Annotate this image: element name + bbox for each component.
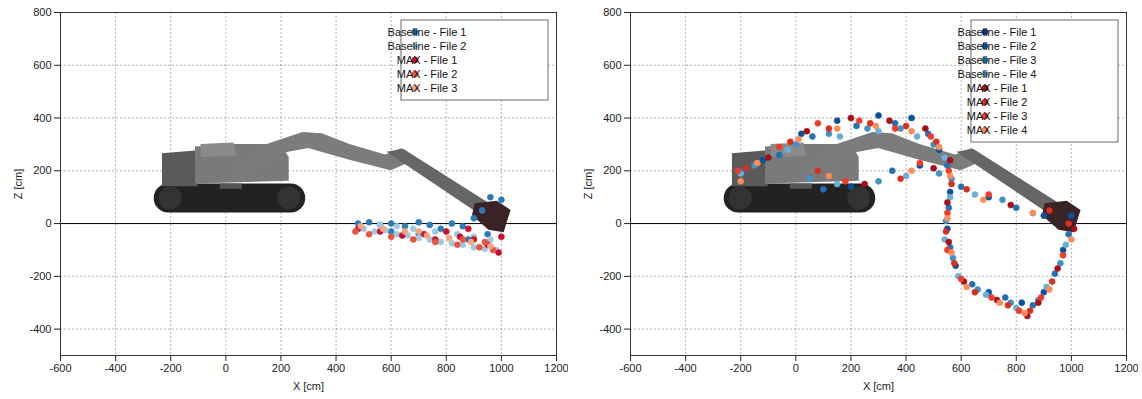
svg-text:-400: -400 xyxy=(29,323,51,335)
svg-text:600: 600 xyxy=(603,59,621,71)
svg-text:Baseline - File 1: Baseline - File 1 xyxy=(388,26,467,38)
svg-text:600: 600 xyxy=(33,59,51,71)
svg-text:0: 0 xyxy=(615,217,621,229)
svg-text:1000: 1000 xyxy=(489,362,513,374)
svg-text:200: 200 xyxy=(272,362,290,374)
svg-text:200: 200 xyxy=(842,362,860,374)
svg-text:-400: -400 xyxy=(675,362,697,374)
svg-text:X [cm]: X [cm] xyxy=(863,380,894,392)
svg-text:MAX - File 1: MAX - File 1 xyxy=(967,82,1028,94)
svg-text:400: 400 xyxy=(327,362,345,374)
svg-text:MAX - File 4: MAX - File 4 xyxy=(967,124,1028,136)
svg-text:Baseline - File 2: Baseline - File 2 xyxy=(958,40,1037,52)
svg-text:600: 600 xyxy=(952,362,970,374)
svg-text:-600: -600 xyxy=(49,362,71,374)
svg-text:0: 0 xyxy=(793,362,799,374)
svg-text:0: 0 xyxy=(223,362,229,374)
svg-text:Z [cm]: Z [cm] xyxy=(582,169,594,200)
svg-text:1000: 1000 xyxy=(1059,362,1083,374)
svg-text:-200: -200 xyxy=(730,362,752,374)
svg-text:800: 800 xyxy=(1007,362,1025,374)
svg-text:600: 600 xyxy=(382,362,400,374)
svg-text:-600: -600 xyxy=(619,362,641,374)
svg-text:Baseline - File 4: Baseline - File 4 xyxy=(958,68,1037,80)
svg-text:Baseline - File 1: Baseline - File 1 xyxy=(958,26,1037,38)
svg-text:800: 800 xyxy=(603,6,621,18)
svg-text:200: 200 xyxy=(603,164,621,176)
svg-text:MAX - File 2: MAX - File 2 xyxy=(397,68,458,80)
svg-text:-400: -400 xyxy=(105,362,127,374)
svg-text:MAX - File 3: MAX - File 3 xyxy=(397,82,458,94)
svg-text:MAX - File 1: MAX - File 1 xyxy=(397,54,458,66)
svg-text:0: 0 xyxy=(45,217,51,229)
svg-text:-200: -200 xyxy=(160,362,182,374)
svg-text:Baseline - File 2: Baseline - File 2 xyxy=(388,40,467,52)
svg-text:MAX - File 3: MAX - File 3 xyxy=(967,110,1028,122)
svg-text:Z [cm]: Z [cm] xyxy=(12,169,24,200)
svg-text:-400: -400 xyxy=(599,323,621,335)
svg-text:800: 800 xyxy=(437,362,455,374)
svg-text:X [cm]: X [cm] xyxy=(293,380,324,392)
svg-text:-200: -200 xyxy=(29,270,51,282)
svg-text:MAX - File 2: MAX - File 2 xyxy=(967,96,1028,108)
svg-text:1200: 1200 xyxy=(544,362,568,374)
svg-text:1200: 1200 xyxy=(1114,362,1138,374)
svg-text:200: 200 xyxy=(33,164,51,176)
svg-text:Baseline - File 3: Baseline - File 3 xyxy=(958,54,1037,66)
svg-text:400: 400 xyxy=(33,112,51,124)
svg-text:-200: -200 xyxy=(599,270,621,282)
svg-text:400: 400 xyxy=(897,362,915,374)
svg-text:800: 800 xyxy=(33,6,51,18)
svg-text:400: 400 xyxy=(603,112,621,124)
